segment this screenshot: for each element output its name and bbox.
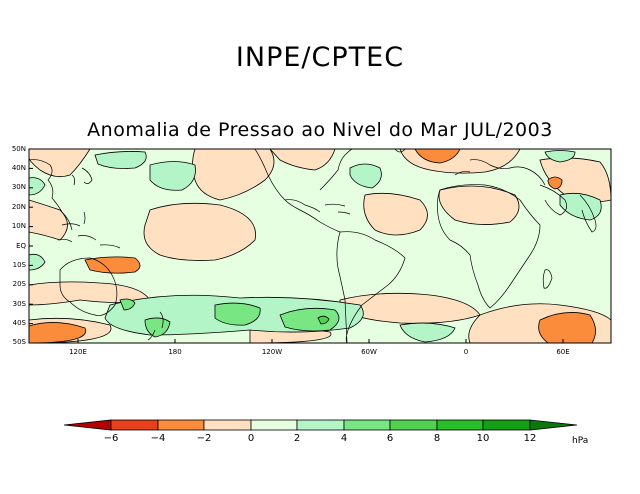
lat-label: 10N [11,222,26,230]
lat-label: 50N [11,145,26,153]
peak-positive-regions [317,315,330,325]
colorbar-label: 0 [247,433,255,444]
lon-label: 60W [361,348,377,356]
lon-ticks [77,339,564,343]
anomaly-field [29,149,611,343]
lat-label: 20N [11,203,26,211]
colorbar-label: 8 [433,433,441,444]
strong-positive-regions [119,298,340,338]
lat-label: 40N [11,164,26,172]
colorbar-label: 10 [476,433,490,444]
lon-label: 0 [463,348,469,356]
colorbar-unit: hPa [572,436,589,446]
map-title: Anomalia de Pressao ao Nivel do Mar JUL/… [87,119,553,141]
colorbar-segment-10-to-12 [482,419,531,431]
colorbar-segment-minus-6-to-minus-4 [110,419,159,431]
lon-label: 120E [69,348,87,356]
colorbar-segment-above-12 [529,419,578,431]
coastlines [29,149,597,343]
colorbar-segment-8-to-10 [436,419,484,431]
lon-label: 180 [168,348,182,356]
colorbar-segment-2-to-4 [296,419,345,431]
colorbar-segment-4-to-6 [343,419,391,431]
organization-title: INPE/CPTEC [235,42,405,73]
moderate-negative-regions [29,149,596,343]
colorbar-label: −6 [103,433,119,444]
lat-label: 30N [11,183,26,191]
colorbar-segment-below-minus-6 [63,419,112,431]
colorbar-segment-minus-2-to-0 [203,419,252,431]
colorbar [63,419,578,431]
colorbar-label: −4 [150,433,166,444]
lat-label: 10S [12,261,26,269]
lat-label: EQ [16,242,26,250]
lat-label: 20S [12,280,26,288]
colorbar-label: −2 [196,433,212,444]
lon-label: 120W [261,348,283,356]
lat-label: 30S [12,300,26,308]
lat-label: 40S [12,319,26,327]
lon-label: 60E [556,348,570,356]
colorbar-segment-6-to-8 [389,419,438,431]
colorbar-label: 12 [523,433,537,444]
colorbar-label: 6 [386,433,394,444]
colorbar-segment-minus-4-to-minus-2 [157,419,205,431]
lat-ticks [29,148,33,344]
lat-label: 50S [12,338,26,346]
colorbar-label: 2 [293,433,301,444]
colorbar-segment-0-to-2 [250,419,298,431]
colorbar-label: 4 [340,433,348,444]
